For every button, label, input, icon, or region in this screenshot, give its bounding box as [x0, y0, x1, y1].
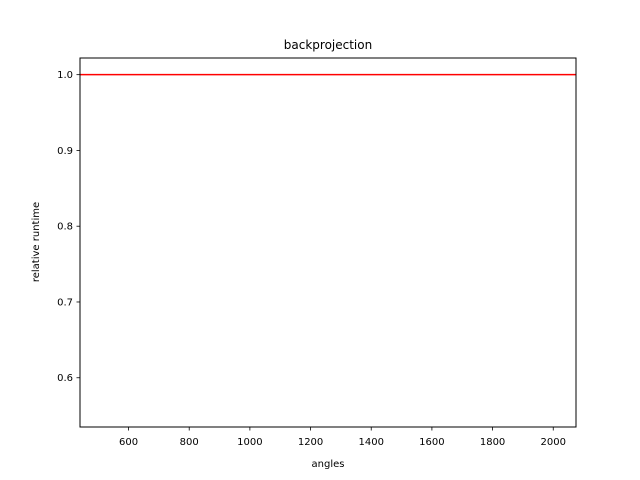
x-tick-label: 800 — [180, 437, 199, 448]
plot-frame — [79, 57, 577, 428]
x-tick-label: 600 — [119, 437, 138, 448]
y-tick-label: 0.7 — [57, 297, 73, 308]
x-tick-label: 1000 — [237, 437, 262, 448]
y-tick-label: 0.8 — [57, 222, 73, 233]
x-tick-label: 1200 — [298, 437, 323, 448]
y-tick-label: 0.9 — [57, 146, 73, 157]
x-tick-label: 1800 — [480, 437, 505, 448]
x-tick-label: 2000 — [541, 437, 566, 448]
x-axis-ticks: 600 800 1000 1200 1400 1600 1800 2000 — [119, 427, 566, 448]
x-tick-label: 1400 — [359, 437, 384, 448]
y-axis-ticks: 0.6 0.7 0.8 0.9 1.0 — [57, 70, 80, 384]
x-axis-label: angles — [312, 459, 345, 470]
plot-background — [80, 58, 576, 427]
chart-title: backprojection — [284, 38, 372, 52]
y-tick-label: 1.0 — [57, 70, 73, 81]
y-axis-label: relative runtime — [31, 202, 42, 282]
x-tick-label: 1600 — [419, 437, 444, 448]
y-tick-label: 0.6 — [57, 373, 73, 384]
